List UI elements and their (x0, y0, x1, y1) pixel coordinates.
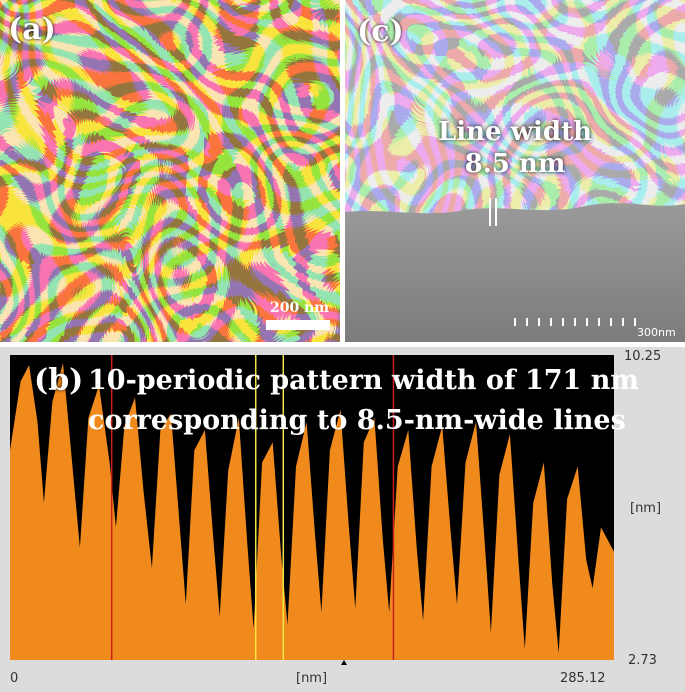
y-axis-min-label: 2.73 (628, 653, 657, 668)
line-width-annotation: Line width 8.5 nm (415, 116, 615, 180)
cursor-triangle (341, 660, 347, 665)
afm-fingerprint-texture (0, 0, 340, 342)
sem-image-panel: (c) Line width 8.5 nm 300nm (345, 0, 685, 342)
height-profile-chart (10, 355, 614, 665)
substrate-region (345, 203, 685, 342)
x-axis-min-label: 0 (10, 671, 19, 686)
scale-bar-300nm-label: 300nm (637, 326, 676, 339)
afm-image-panel: (a) 200 nm (0, 0, 340, 342)
caption-line-2: corresponding to 8.5-nm-wide lines (88, 405, 626, 436)
line-width-title: Line width (437, 117, 592, 147)
scale-bar-200nm (266, 320, 330, 330)
scale-bar-label: 200 nm (270, 300, 330, 316)
y-axis-unit-label: [nm] (630, 501, 662, 516)
panel-a-label: (a) (8, 12, 56, 47)
profile-area (10, 363, 614, 660)
x-axis-unit-label: [nm] (296, 671, 328, 686)
panel-c-label: (c) (357, 14, 404, 49)
x-axis-max-label: 285.12 (560, 671, 606, 686)
sem-fingerprint-texture (345, 0, 685, 342)
y-axis-max-label: 10.25 (624, 349, 662, 364)
scale-bar-300nm (514, 318, 636, 326)
caption-line-1: 10-periodic pattern width of 171 nm (88, 365, 639, 396)
panel-b-label: (b) (34, 363, 84, 398)
line-width-value: 8.5 nm (464, 149, 566, 179)
height-profile-panel: (b) 10-periodic pattern width of 171 nm … (0, 347, 685, 692)
